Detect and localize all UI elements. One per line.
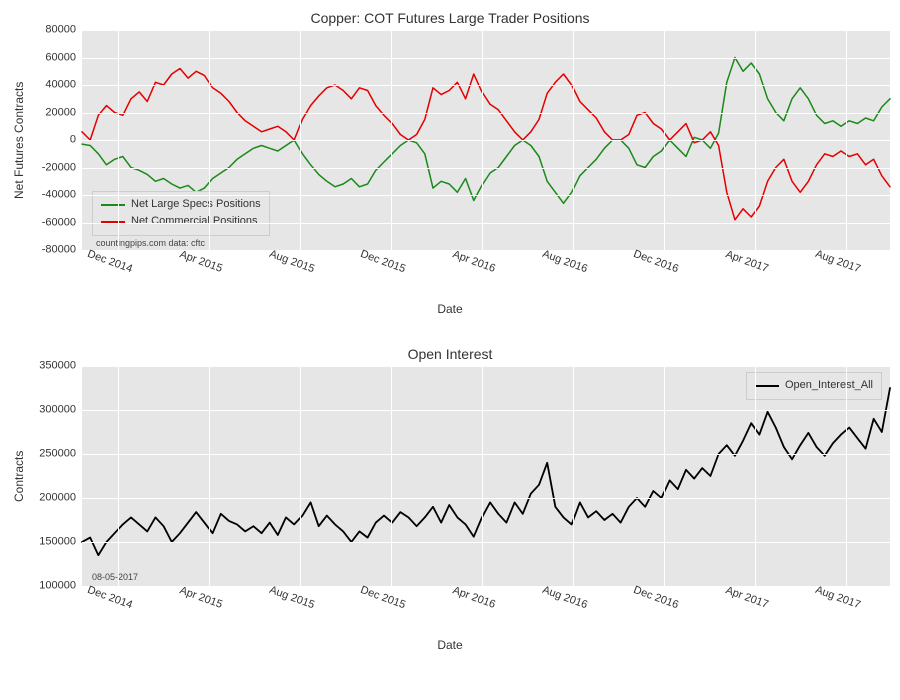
chart2-xticks: Dec 2014Apr 2015Aug 2015Dec 2015Apr 2016… [76, 586, 876, 636]
chart1-plot-area: Net Large Specs PositionsNet Commercial … [82, 30, 890, 250]
chart-cot-positions: Copper: COT Futures Large Trader Positio… [10, 10, 890, 316]
chart2-title: Open Interest [10, 346, 890, 362]
chart1-ylabel: Net Futures Contracts [10, 30, 28, 250]
chart2-ylabel: Contracts [10, 366, 28, 586]
chart2-xlabel: Date [10, 638, 890, 652]
chart1-xlabel: Date [10, 302, 890, 316]
chart1-yticks: -80000-60000-40000-200000200004000060000… [28, 30, 82, 250]
chart2-yticks: 100000150000200000250000300000350000 [28, 366, 82, 586]
chart1-xticks: Dec 2014Apr 2015Aug 2015Dec 2015Apr 2016… [76, 250, 876, 300]
chart2-legend: Open_Interest_All [746, 372, 882, 400]
chart2-annotation: 08-05-2017 [92, 572, 138, 582]
figure: Copper: COT Futures Large Trader Positio… [10, 10, 890, 652]
chart2-plot-area: Open_Interest_All 08-05-2017 [82, 366, 890, 586]
chart1-annotation: countingpips.com data: cftc [96, 238, 205, 248]
chart1-title: Copper: COT Futures Large Trader Positio… [10, 10, 890, 26]
chart-open-interest: Open Interest Contracts 1000001500002000… [10, 346, 890, 652]
